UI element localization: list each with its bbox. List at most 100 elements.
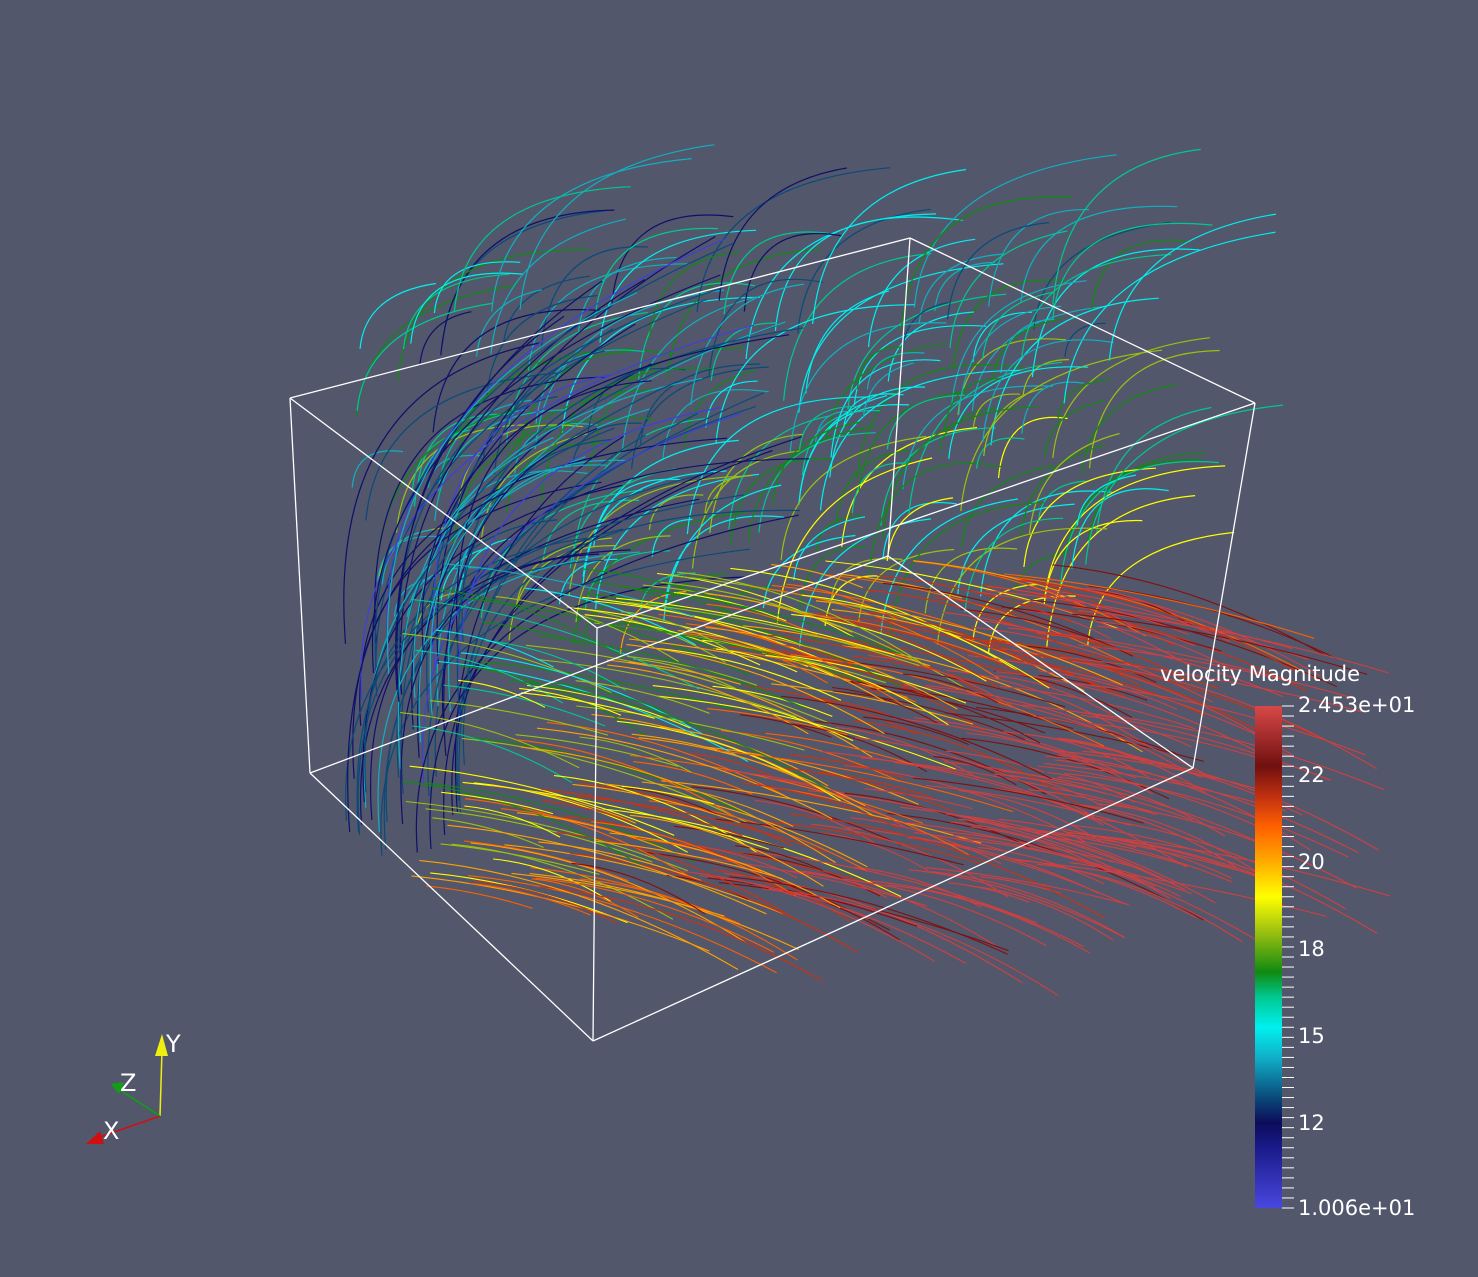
streamline xyxy=(940,830,1144,871)
streamline xyxy=(534,289,725,450)
streamline xyxy=(686,396,871,535)
streamline xyxy=(982,339,1114,442)
streamline xyxy=(951,280,1087,407)
streamline xyxy=(683,369,756,449)
streamline xyxy=(982,291,1053,359)
streamline xyxy=(556,832,794,919)
streamline xyxy=(783,253,932,401)
streamline xyxy=(1085,587,1182,618)
streamline xyxy=(728,415,831,530)
streamline xyxy=(579,736,692,773)
streamline xyxy=(595,581,681,606)
streamline xyxy=(771,683,974,725)
streamline xyxy=(663,484,782,621)
streamline xyxy=(462,737,748,823)
streamline xyxy=(519,144,715,310)
streamline xyxy=(851,462,908,514)
streamline xyxy=(1072,606,1309,661)
streamline xyxy=(943,377,1001,432)
streamline xyxy=(397,437,554,770)
streamline xyxy=(845,826,1126,905)
streamline xyxy=(626,644,885,735)
streamline xyxy=(666,248,821,379)
streamline xyxy=(1097,621,1196,647)
streamline xyxy=(880,427,996,526)
streamline xyxy=(458,679,546,708)
streamline xyxy=(1036,863,1243,943)
streamline xyxy=(718,167,847,301)
bounding-box-outline xyxy=(289,237,1256,1042)
streamline xyxy=(771,584,1044,659)
streamline xyxy=(801,613,1004,664)
streamline xyxy=(1004,573,1315,639)
streamline xyxy=(856,346,905,390)
streamline xyxy=(882,406,1038,539)
streamline xyxy=(553,682,670,714)
streamline xyxy=(595,473,759,610)
colorbar-title: velocity Magnitude xyxy=(1160,662,1361,686)
streamline xyxy=(504,844,784,915)
streamline xyxy=(1052,148,1201,305)
streamline xyxy=(837,573,963,599)
x-axis-line xyxy=(99,1115,161,1138)
streamline xyxy=(370,549,631,820)
streamline xyxy=(957,338,1066,416)
streamline xyxy=(824,575,880,627)
streamline xyxy=(902,673,998,703)
colorbar-minor-ticks xyxy=(1282,705,1294,1209)
streamline xyxy=(892,717,1089,762)
streamline xyxy=(579,878,798,961)
streamline xyxy=(918,253,1003,323)
streamline xyxy=(417,363,652,758)
streamline xyxy=(880,498,1018,634)
streamline xyxy=(1055,759,1137,779)
streamline xyxy=(633,658,736,689)
streamline xyxy=(762,534,856,609)
streamline xyxy=(365,372,559,521)
colorbar-min-label: 1.006e+01 xyxy=(1298,1196,1416,1220)
streamline xyxy=(768,888,1059,996)
colorbar-tick-20: 20 xyxy=(1298,850,1325,874)
streamline xyxy=(840,878,1047,947)
streamline xyxy=(800,870,888,899)
streamline xyxy=(887,884,1090,954)
streamline xyxy=(683,632,829,684)
streamline xyxy=(1028,789,1157,816)
streamline xyxy=(473,782,688,853)
streamline xyxy=(1085,404,1284,565)
streamline xyxy=(948,882,1030,903)
streamline xyxy=(830,359,941,458)
streamline xyxy=(867,238,976,347)
streamline xyxy=(500,808,638,839)
streamline xyxy=(1078,610,1389,674)
streamline xyxy=(740,714,832,738)
streamline xyxy=(463,840,629,882)
streamline xyxy=(908,869,1124,938)
streamline xyxy=(1033,715,1186,772)
streamline xyxy=(1031,248,1200,378)
streamline xyxy=(399,278,646,695)
streamline xyxy=(767,821,981,865)
streamline xyxy=(1052,222,1213,320)
streamline xyxy=(724,872,1023,984)
streamline xyxy=(723,231,829,315)
streamline xyxy=(493,858,611,902)
streamline xyxy=(447,824,767,915)
colorbar-tick-18: 18 xyxy=(1298,937,1325,961)
streamline xyxy=(457,665,646,736)
streamline xyxy=(432,374,611,670)
streamline xyxy=(712,685,833,717)
streamline xyxy=(374,242,734,668)
streamline xyxy=(589,347,744,470)
streamline xyxy=(440,843,600,875)
streamline xyxy=(1089,750,1379,851)
streamline xyxy=(832,686,939,725)
streamline xyxy=(651,518,693,557)
streamline xyxy=(705,593,853,633)
streamline xyxy=(780,435,927,561)
streamline xyxy=(852,720,1087,810)
streamline xyxy=(429,464,609,716)
streamline xyxy=(429,576,746,850)
streamline xyxy=(952,279,1063,370)
